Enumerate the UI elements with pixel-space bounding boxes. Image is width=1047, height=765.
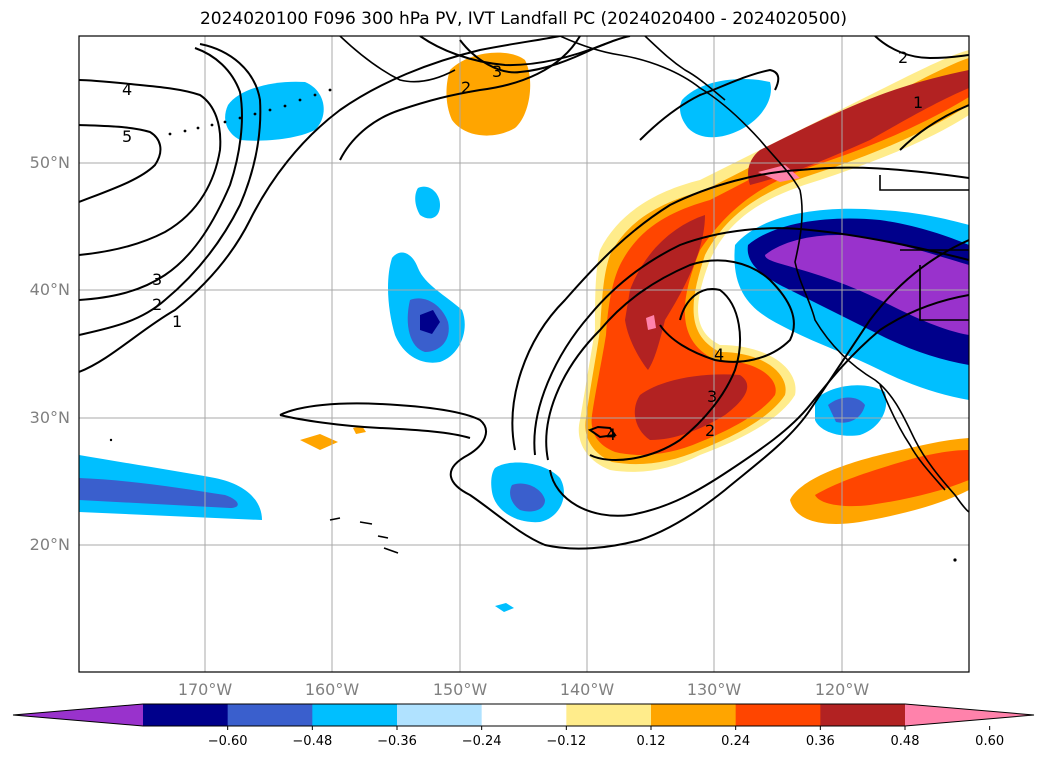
colorbar-tick-label: 0.12 [636,734,666,749]
negative-baja-core [828,397,865,423]
pv-label-2-north: 2 [461,78,471,97]
pv-label-2: 2 [152,295,162,314]
colorbar-extend-max [905,704,1034,726]
pv-contour-gulf [639,68,780,141]
pv-contour-trough-6 [589,288,741,461]
positive-blob-north [446,52,531,136]
lat-label-20n: 20°N [29,535,70,554]
pv-label-1: 1 [172,312,182,331]
map-title: 2024020100 F096 300 hPa PV, IVT Landfall… [199,9,847,29]
pv-contour-3-west [79,47,243,301]
colorbar-tick-label: 0.24 [721,734,751,749]
pv-contour-north-3 [459,36,631,74]
negative-alaska [680,79,771,138]
colorbar [12,703,1035,730]
positive-speck [300,434,338,450]
pv-contour-trough-5 [545,259,795,461]
pv-label-4-trough: 4 [714,345,724,364]
positive-band-darkred [625,70,969,440]
colorbar-tick-label: −0.24 [461,734,502,749]
colorbar-outline [12,703,1035,727]
colorbar-segment [481,704,567,726]
pv-contour-2-east [339,36,581,161]
pv-contour-trough-4 [549,294,969,517]
pv-contour-ne-1 [899,104,969,151]
pv-contour-4-west [79,79,222,256]
lon-label-150w: 150°W [432,680,488,699]
ivt-shading [79,50,969,612]
positive-pink-spot-2 [758,165,800,182]
colorbar-tick-label: −0.12 [546,734,587,749]
pv-contour-5-west [79,124,162,203]
colorbar-segment [397,704,483,726]
pv-label-3: 3 [152,270,162,289]
positive-speck-2 [353,426,366,434]
negative-mid-pacific-navy [420,310,440,334]
pv-contour-trough-outer [279,239,969,550]
negative-speck [495,603,514,612]
lat-label-30n: 30°N [29,408,70,427]
lat-label-50n: 50°N [29,153,70,172]
lat-label-40n: 40°N [29,280,70,299]
pv-contour-trough-2 [511,166,969,451]
pv-label-5: 5 [122,127,132,146]
colorbar-segment [566,704,652,726]
colorbar-segment [820,704,906,726]
colorbar-segment [651,704,737,726]
colorbar-extend-min [13,704,143,726]
colorbar-tick-label: 0.60 [975,734,1005,749]
positive-band-red [591,70,969,455]
negative-northwest [225,81,324,141]
colorbar-tick-label: 0.36 [805,734,835,749]
pv-contour-ne-2 [874,36,969,60]
pv-contour-nwsmall [587,425,617,439]
negative-small-blob [415,186,440,219]
coastlines [329,36,969,554]
pv-contour-trough-3 [533,227,969,456]
colorbar-tick-label: −0.36 [377,734,417,749]
lon-label-130w: 130°W [686,680,742,699]
colorbar-tick-label: 0.48 [890,734,920,749]
lon-label-170w: 170°W [177,680,233,699]
colorbar-segment [735,704,821,726]
lon-label-140w: 140°W [559,680,615,699]
pv-contour-2-west [79,43,262,336]
lon-label-120w: 120°W [814,680,870,699]
negative-west-band-core [79,478,238,508]
positive-pink-spot-1 [646,315,656,330]
pv-label-4-small: 4 [606,425,616,444]
map-frame [78,35,970,673]
pv-contour-north-4 [419,36,606,67]
colorbar-segment [143,704,229,726]
colorbar-tick-label: −0.48 [292,734,333,749]
pv-contour-trough-1 [279,414,471,439]
pv-contour-1 [79,36,561,373]
colorbar-segment [312,704,398,726]
colorbar-segment [227,704,313,726]
aleutian-islands [109,88,957,562]
pv-label-4: 4 [122,80,132,99]
pv-contours [79,36,969,550]
pv-label-1-ne: 1 [913,93,923,112]
pv-label-2-ne: 2 [898,48,908,67]
colorbar-tick-label: −0.60 [207,734,248,749]
pv-label-2-trough: 2 [705,421,715,440]
pv-label-3-north: 3 [492,62,502,81]
pv-label-3-trough: 3 [707,387,717,406]
lon-label-160w: 160°W [304,680,360,699]
pv-contour-labels: 1 2 3 4 5 2 3 2 1 4 3 2 4 [122,48,923,444]
negative-hawaii-core [510,483,545,512]
